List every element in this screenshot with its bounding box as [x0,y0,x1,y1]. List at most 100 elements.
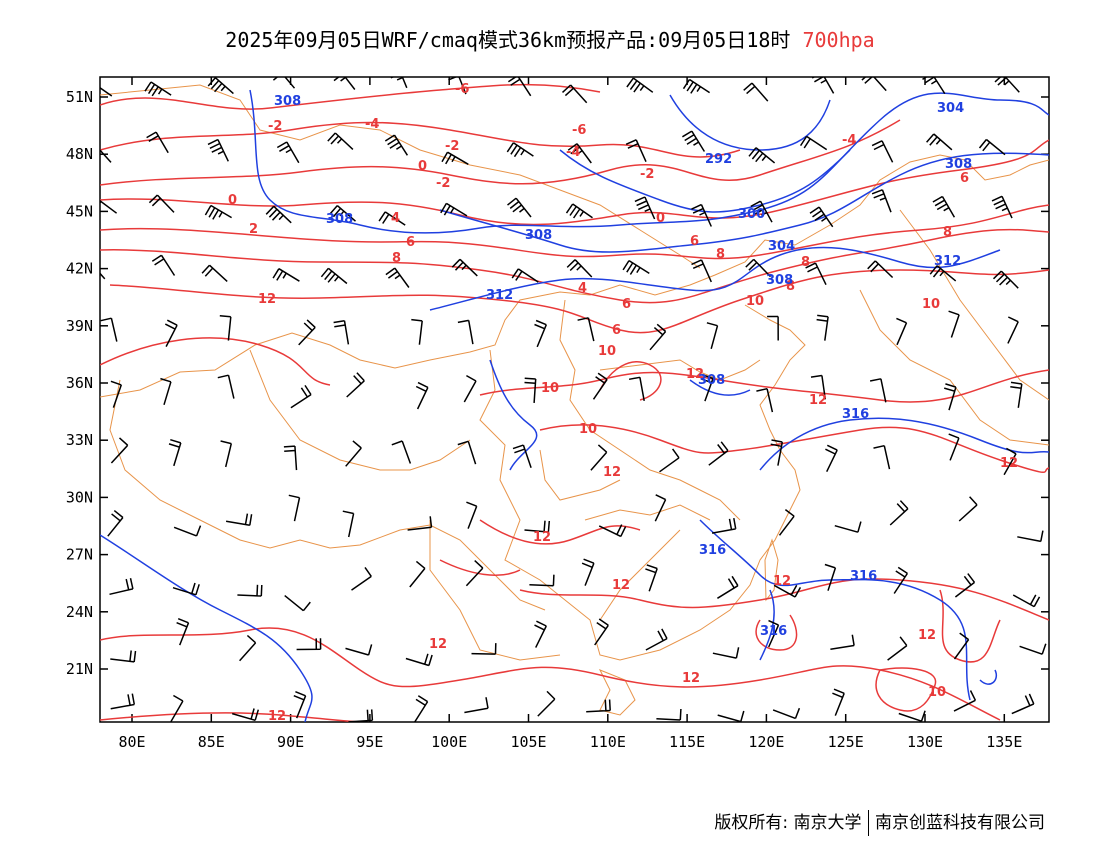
wind-barb [109,578,134,596]
wind-barb [346,372,365,398]
wind-barb [351,566,372,591]
lat-tick-label: 36N [66,374,93,392]
wind-barb [834,521,862,533]
wind-barb [708,441,729,466]
height-label: 304 [768,239,795,254]
wind-barb [691,203,712,227]
lat-tick-label: 21N [66,660,93,678]
lon-tick-label: 135E [986,733,1022,751]
wind-barb [922,77,946,95]
temperature-label: 12 [533,530,551,545]
wind-barb [561,84,588,104]
wind-barb [745,258,772,278]
wind-barb [994,77,1020,93]
wind-barb [830,634,855,651]
temperature-label: -4 [365,117,379,132]
wind-barb [219,314,232,341]
height-label: 308 [274,94,301,109]
wind-barb [342,510,355,538]
temperature-label: 6 [960,171,969,186]
temperature-label: 12 [686,367,704,382]
wind-barb [712,647,740,659]
wind-barb [415,381,429,410]
wind-barb [507,77,532,97]
wind-barb [743,82,769,102]
wind-barb [173,525,202,537]
wind-barb [691,259,712,283]
wind-barb [598,524,627,538]
map-frame [99,76,1050,723]
height-label: 308 [698,373,725,388]
wind-barb [929,265,957,282]
wind-barb [770,439,784,466]
wind-barb [239,634,257,662]
wind-barb [869,378,887,403]
wind-barb [1019,643,1047,655]
wind-barb [805,262,827,286]
wind-barb [331,77,356,90]
wind-barb [567,143,592,164]
height-label: 292 [705,152,732,167]
wind-barb [953,690,977,712]
wind-barb [645,564,658,592]
lat-tick-label: 51N [66,88,93,106]
wind-barb [634,196,656,220]
wind-barb [110,380,123,408]
lon-tick-label: 105E [510,733,546,751]
lat-tick-label: 24N [66,603,93,621]
wind-barb [893,566,909,594]
wind-barb [1003,447,1017,476]
wind-barb [225,513,253,526]
wind-barb [220,440,233,468]
temperature-contours [100,83,1049,722]
copyright-footer: 版权所有: 南京大学 南京创蓝科技有限公司 [0,808,1045,836]
wind-barb [889,500,909,526]
wind-barb [217,374,235,399]
wind-barb [407,516,433,531]
lon-tick-label: 85E [198,733,225,751]
wind-barb [948,433,960,461]
wind-barb [577,317,595,342]
wind-barb [824,563,837,591]
wind-barb [1017,530,1044,543]
lat-tick-label: 39N [66,317,93,335]
borders-layer [100,84,1049,716]
wind-barb [768,619,780,648]
wind-barb [204,204,232,220]
wind-barb [565,203,593,219]
wind-barb [871,140,894,163]
temperature-label: 8 [786,279,795,294]
temperature-label: 0 [228,193,237,208]
wind-barb [524,377,537,403]
wind-barb [265,205,292,224]
temperature-label: -2 [436,176,450,191]
temperature-label: -2 [445,139,459,154]
wind-barb [288,494,301,522]
wind-barb [100,86,113,97]
wind-barb [440,202,468,217]
wind-barb [706,322,719,349]
wind-barb [656,708,682,721]
wind-barb [110,650,137,663]
wind-barb [1012,594,1041,608]
wind-barb [645,628,668,651]
wind-barb [524,520,551,533]
temperature-label: 0 [418,159,427,174]
temperature-label: -4 [566,145,580,160]
wind-barb [345,440,362,467]
wind-barb [272,268,300,282]
wind-barb [992,270,1019,289]
temperature-label: 4 [578,281,587,296]
temperature-label: 12 [603,465,621,480]
wind-barb [414,695,429,722]
wind-barb [1011,693,1035,715]
map-title: 2025年09月05日WRF/cmaq模式36km预报产品:09月05日18时 … [0,24,1100,53]
temperature-label: 10 [598,344,616,359]
lon-tick-label: 130E [907,733,943,751]
temperature-label: 8 [716,247,725,262]
wind-barb [659,448,680,473]
wind-barb [333,319,350,345]
wind-barb [991,195,1013,219]
temperature-label: 6 [622,297,631,312]
wind-barb [448,77,467,95]
